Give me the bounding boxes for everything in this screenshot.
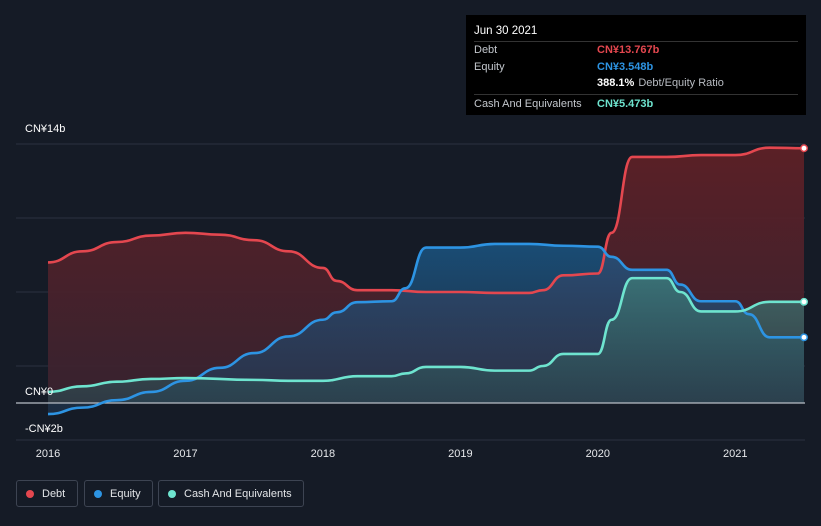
tooltip-date: Jun 30 2021 [474, 21, 798, 42]
tooltip-debt-value: CN¥13.767b [597, 44, 660, 56]
legend-cash[interactable]: Cash And Equivalents [158, 480, 304, 507]
legend-equity-label: Equity [110, 487, 141, 500]
x-tick-label: 2018 [311, 448, 335, 460]
y-tick-label: -CN¥2b [25, 423, 63, 435]
tooltip-cash-label: Cash And Equivalents [474, 97, 582, 110]
series-line-cash [47, 276, 804, 394]
x-tick-label: 2020 [586, 448, 610, 460]
series-area-cash [48, 278, 804, 403]
series-end-marker-debt [800, 144, 808, 153]
x-tick-label: 2016 [36, 448, 60, 460]
tooltip-equity-label: Equity [474, 60, 505, 73]
tooltip-cash-value: CN¥5.473b [597, 97, 654, 110]
tooltip-debt-row: Debt CN¥13.767b [474, 42, 798, 59]
series-end-marker-cash [800, 297, 808, 306]
tooltip-ratio-row: 388.1% Debt/Equity Ratio [474, 75, 798, 92]
tooltip-ratio-label: Debt/Equity Ratio [638, 77, 724, 89]
legend-equity-dot [94, 489, 102, 498]
series-line-equity [47, 242, 804, 416]
tooltip-panel: Jun 30 2021 Debt CN¥13.767b Equity CN¥3.… [466, 15, 806, 115]
y-tick-label: CN¥0 [25, 386, 53, 398]
x-tick-label: 2021 [723, 448, 747, 460]
series-end-marker-equity [800, 333, 808, 342]
tooltip-equity-value: CN¥3.548b [597, 60, 654, 73]
tooltip-cash-row: Cash And Equivalents CN¥5.473b [474, 93, 798, 112]
legend-equity[interactable]: Equity [84, 480, 153, 507]
y-tick-label: CN¥14b [25, 123, 65, 135]
tooltip-equity-row: Equity CN¥3.548b [474, 59, 798, 76]
legend-debt[interactable]: Debt [16, 480, 78, 507]
tooltip-debt-label: Debt [474, 44, 498, 56]
tooltip-ratio-value: 388.1% [597, 77, 635, 89]
x-tick-label: 2019 [448, 448, 472, 460]
series-line-debt [47, 146, 805, 295]
legend-debt-label: Debt [42, 487, 66, 500]
x-tick-label: 2017 [173, 448, 197, 460]
legend-cash-dot [168, 489, 176, 498]
legend-cash-label: Cash And Equivalents [184, 487, 292, 500]
legend-debt-dot [26, 489, 34, 498]
